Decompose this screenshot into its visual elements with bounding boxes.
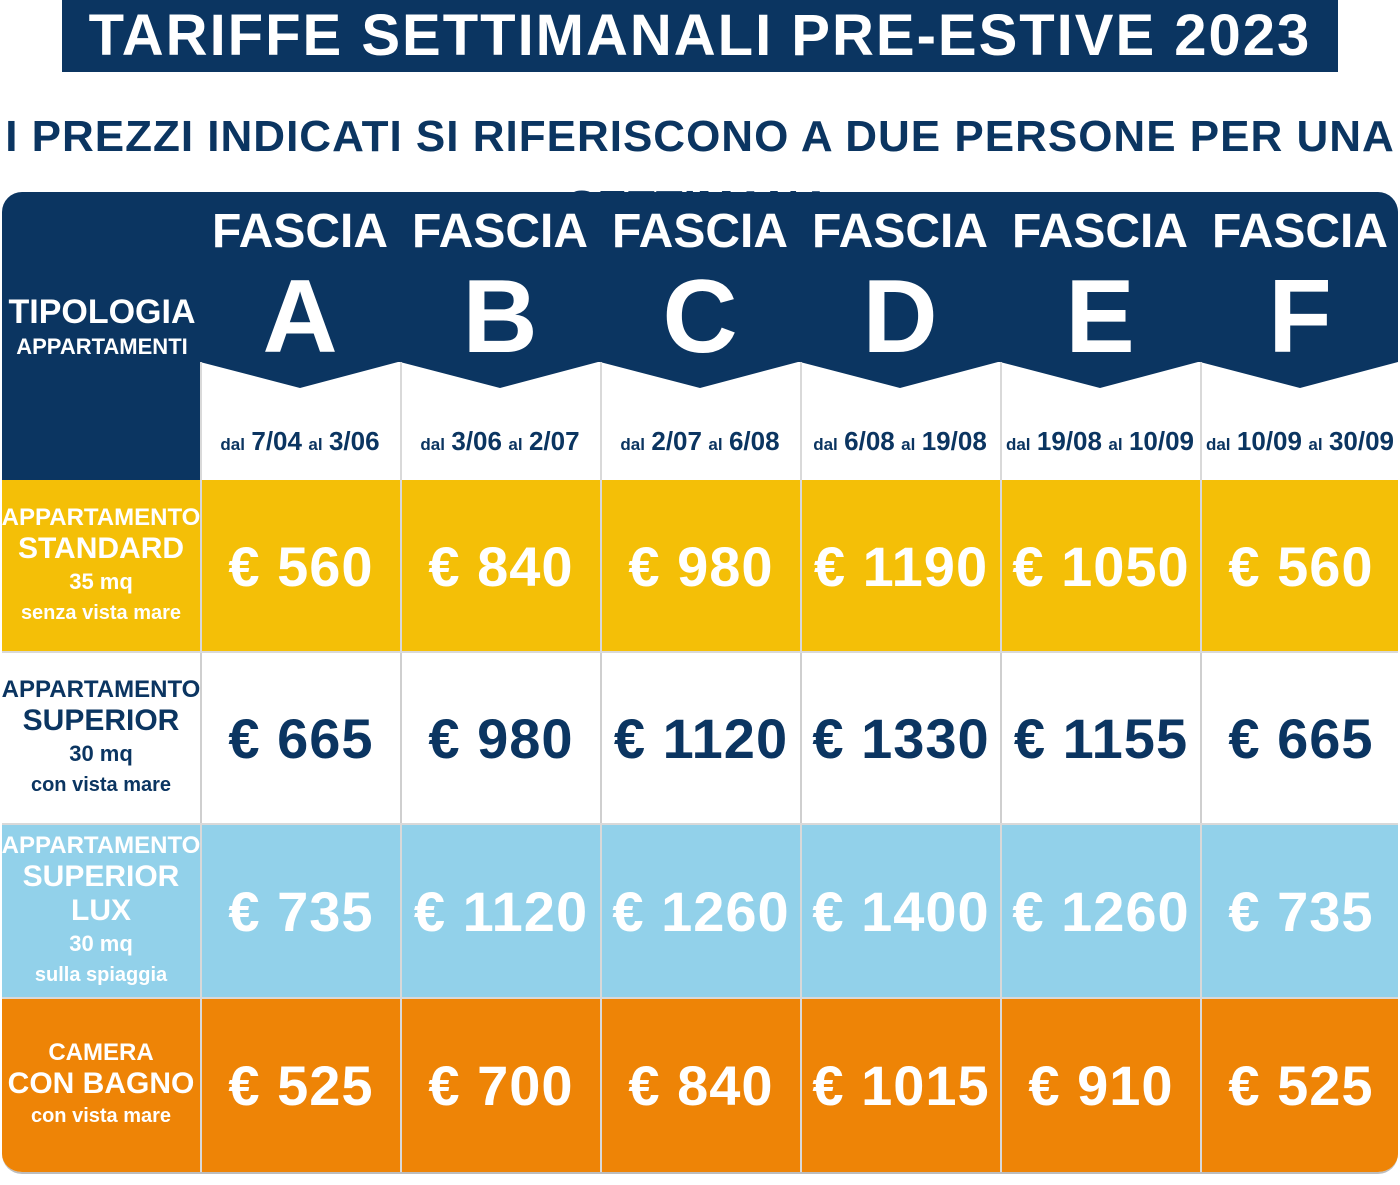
price-cell: € 980 — [400, 652, 600, 824]
column-header-f: FASCIA F dal 10/09 al 30/09 — [1200, 192, 1398, 480]
date-range: dal 19/08 al 10/09 — [1005, 426, 1195, 456]
row-label: APPARTAMENTO SUPERIOR 30 mq con vista ma… — [2, 676, 201, 796]
row-divider — [2, 823, 1398, 825]
price-table: TIPOLOGIA APPARTAMENTI FASCIA A dal 7/04… — [2, 192, 1398, 1174]
price-cell: € 525 — [1200, 998, 1398, 1172]
row-label: APPARTAMENTO STANDARD 35 mq senza vista … — [2, 504, 201, 624]
price-cell: € 1190 — [800, 480, 1000, 652]
date-range: dal 6/08 al 19/08 — [813, 426, 987, 456]
price-cell: € 1155 — [1000, 652, 1200, 824]
row-label: CAMERA CON BAGNO con vista mare — [7, 1039, 195, 1127]
price-cell: € 525 — [200, 998, 400, 1172]
fascia-label: FASCIA — [611, 205, 788, 258]
price-cell: € 735 — [1200, 824, 1398, 998]
table-row-camera: CAMERA CON BAGNO con vista mare € 525 € … — [2, 998, 1398, 1172]
fascia-letter: A — [262, 259, 338, 375]
price-cell: € 1330 — [800, 652, 1000, 824]
row-label: APPARTAMENTO SUPERIOR LUX 30 mq sulla sp… — [2, 832, 201, 986]
fascia-letter: B — [462, 259, 538, 375]
fascia-letter: F — [1268, 259, 1332, 375]
fascia-label: FASCIA — [211, 205, 388, 258]
table-row-standard: APPARTAMENTO STANDARD 35 mq senza vista … — [2, 480, 1398, 652]
price-cell: € 700 — [400, 998, 600, 1172]
price-cell: € 1120 — [400, 824, 600, 998]
date-range: dal 2/07 al 6/08 — [620, 426, 780, 456]
page-title: TARIFFE SETTIMANALI PRE-ESTIVE 2023 — [62, 0, 1338, 72]
row-divider — [2, 997, 1398, 999]
fascia-label: FASCIA — [411, 205, 588, 258]
price-cell: € 1120 — [600, 652, 800, 824]
table-row-superior-lux: APPARTAMENTO SUPERIOR LUX 30 mq sulla sp… — [2, 824, 1398, 998]
price-cell: € 1400 — [800, 824, 1000, 998]
appartamenti-label: APPARTAMENTI — [16, 334, 188, 359]
price-cell: € 1260 — [600, 824, 800, 998]
price-cell: € 665 — [200, 652, 400, 824]
header-zigzag-divider — [200, 362, 1398, 480]
fascia-letter: D — [862, 259, 938, 375]
price-cell: € 1260 — [1000, 824, 1200, 998]
date-range: dal 7/04 al 3/06 — [220, 426, 380, 456]
price-cell: € 665 — [1200, 652, 1398, 824]
price-cell: € 560 — [200, 480, 400, 652]
fascia-label: FASCIA — [811, 205, 988, 258]
row-divider — [2, 651, 1398, 653]
price-cell: € 1015 — [800, 998, 1000, 1172]
fascia-label: FASCIA — [1211, 205, 1388, 258]
price-cell: € 840 — [400, 480, 600, 652]
column-header-b: FASCIA B dal 3/06 al 2/07 — [400, 192, 600, 480]
date-range: dal 3/06 al 2/07 — [420, 426, 580, 456]
price-cell: € 735 — [200, 824, 400, 998]
tipologia-label: TIPOLOGIA — [8, 293, 196, 331]
column-header-e: FASCIA E dal 19/08 al 10/09 — [1000, 192, 1200, 480]
price-cell: € 1050 — [1000, 480, 1200, 652]
tipologia-heading: TIPOLOGIA APPARTAMENTI — [2, 292, 202, 362]
price-cell: € 840 — [600, 998, 800, 1172]
fascia-letter: E — [1065, 259, 1135, 375]
fascia-label: FASCIA — [1011, 205, 1188, 258]
table-row-superior: APPARTAMENTO SUPERIOR 30 mq con vista ma… — [2, 652, 1398, 824]
column-header-c: FASCIA C dal 2/07 al 6/08 — [600, 192, 800, 480]
price-cell: € 560 — [1200, 480, 1398, 652]
price-cell: € 980 — [600, 480, 800, 652]
page-subtitle: I PREZZI INDICATI SI RIFERISCONO A DUE P… — [5, 112, 1395, 231]
fascia-letter: C — [662, 259, 738, 375]
price-cell: € 910 — [1000, 998, 1200, 1172]
column-header-a: FASCIA A dal 7/04 al 3/06 — [200, 192, 400, 480]
date-range: dal 10/09 al 30/09 — [1205, 426, 1395, 456]
column-header-d: FASCIA D dal 6/08 al 19/08 — [800, 192, 1000, 480]
